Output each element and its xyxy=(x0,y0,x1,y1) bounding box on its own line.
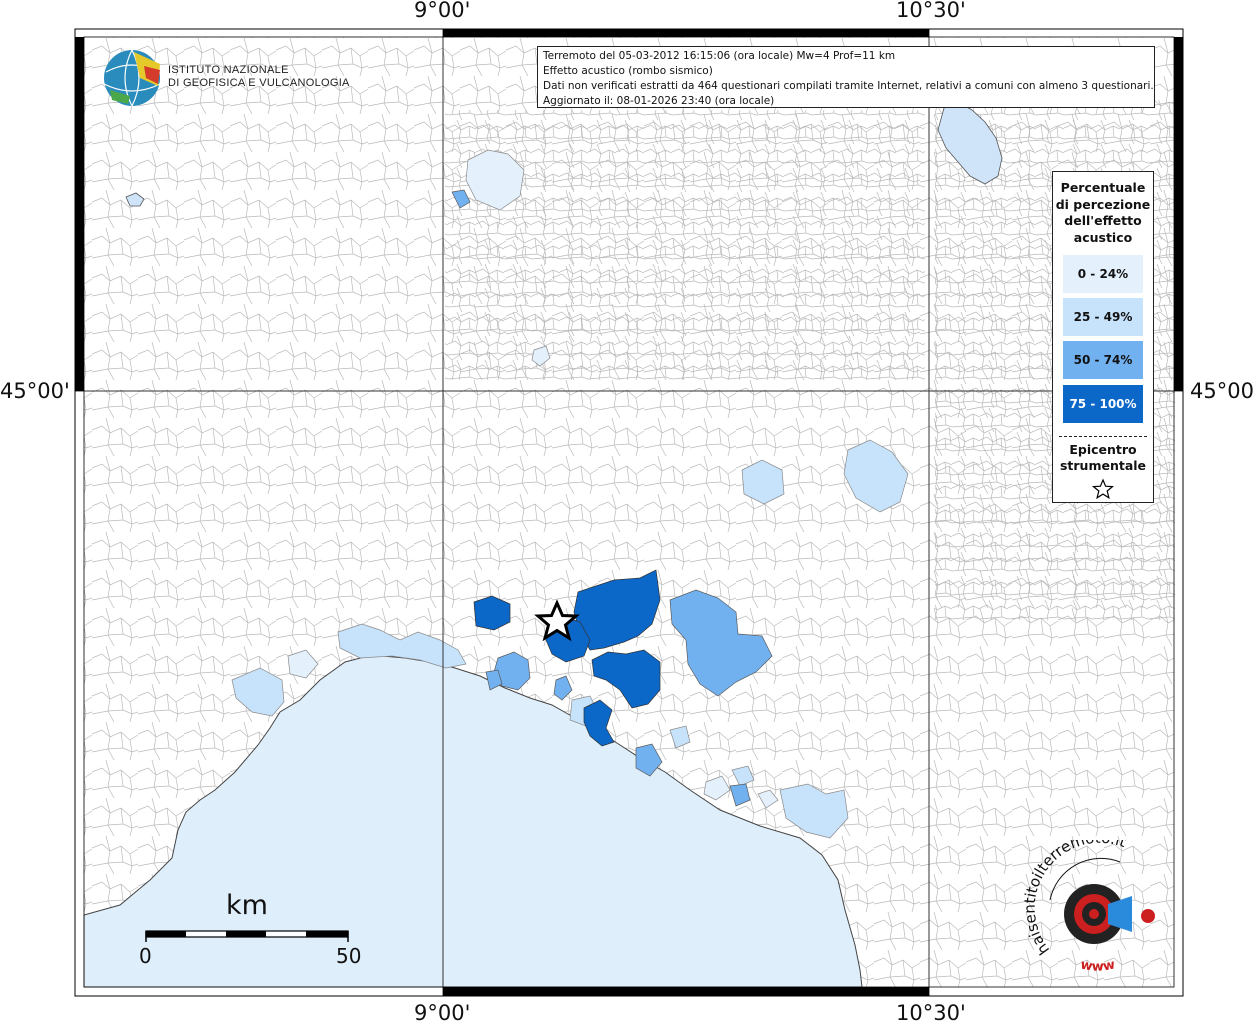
coord-top-right: 10°30' xyxy=(896,0,966,22)
coord-right-lat: 45°00' xyxy=(1190,379,1256,403)
muni-mid-1 xyxy=(843,439,909,513)
scale-min: 0 xyxy=(139,944,152,968)
muni-low-1 xyxy=(465,149,525,211)
muni-high-6 xyxy=(451,189,471,209)
legend-epi-line: strumentale xyxy=(1059,458,1147,473)
sea xyxy=(83,654,863,988)
muni-low-4 xyxy=(703,775,731,801)
legend-class-1: 0 - 24% xyxy=(1063,255,1143,293)
muni-high-5 xyxy=(553,675,573,701)
epicenter-star xyxy=(534,599,580,642)
muni-mid-6 xyxy=(779,783,849,839)
legend-class-4: 75 - 100% xyxy=(1063,385,1143,423)
legend-title-line: dell'effetto xyxy=(1064,213,1142,228)
watermark-site-path: haisentitoilterremoto.it xyxy=(1021,840,1129,958)
muni-high-4 xyxy=(729,783,751,807)
muni-mid-4 xyxy=(231,667,285,717)
legend-epicenter-label: Epicentro strumentale xyxy=(1053,442,1153,474)
muni-low-3 xyxy=(287,649,319,679)
coord-bottom-right: 10°30' xyxy=(896,1001,966,1025)
legend-class-3: 50 - 74% xyxy=(1063,341,1143,379)
muni-mid-3 xyxy=(337,623,467,669)
event-info-box: Terremoto del 05-03-2012 16:15:06 (ora l… xyxy=(537,46,1155,108)
map-frame xyxy=(74,28,1184,997)
lake-small xyxy=(125,192,145,207)
legend-star-icon xyxy=(1091,478,1115,500)
info-line-1: Terremoto del 05-03-2012 16:15:06 (ora l… xyxy=(543,50,896,62)
legend-title-line: acustico xyxy=(1073,229,1133,245)
muni-high-7 xyxy=(485,669,503,691)
muni-low-5 xyxy=(757,789,779,809)
muni-top-4 xyxy=(473,595,511,631)
muni-top-3 xyxy=(591,649,661,709)
legend-title: Percentuale di percezione dell'effetto a… xyxy=(1053,180,1153,246)
info-line-3: Dati non verificati estratti da 464 ques… xyxy=(543,80,1154,92)
muni-high-3 xyxy=(635,743,663,777)
muni-mid-7 xyxy=(731,765,755,787)
scale-unit: km xyxy=(226,890,268,921)
legend-separator xyxy=(1059,436,1147,437)
legend-title-line: Percentuale xyxy=(1060,180,1146,195)
legend-class-2: 25 - 49% xyxy=(1063,298,1143,336)
muni-mid-8 xyxy=(669,725,691,749)
info-line-4: Aggiornato il: 08-01-2026 23:40 (ora loc… xyxy=(543,95,775,107)
muni-high-1 xyxy=(669,589,773,697)
watermark-logo xyxy=(1049,857,1155,944)
scale-max: 50 xyxy=(336,944,362,968)
coord-top-left: 9°00' xyxy=(414,0,471,22)
info-line-2: Effetto acustico (rombo sismico) xyxy=(543,65,713,77)
watermark-www-text: www xyxy=(1079,957,1116,974)
muni-top-5 xyxy=(583,699,615,747)
municipal-borders-dense xyxy=(445,110,925,380)
graticule xyxy=(75,29,1183,996)
watermark-www-path: www xyxy=(1079,957,1116,974)
logo-line-2: DI GEOFISICA E VULCANOLOGIA xyxy=(168,77,350,89)
legend-title-line: di percezione xyxy=(1055,196,1151,212)
coord-bottom-left: 9°00' xyxy=(414,1001,471,1025)
ingv-logo-globe xyxy=(103,49,161,107)
muni-mid-2 xyxy=(741,459,785,505)
watermark-site-text: haisentitoilterremoto.it xyxy=(1021,840,1129,958)
ingv-logo-text: ISTITUTO NAZIONALE DI GEOFISICA E VULCAN… xyxy=(168,64,350,90)
lake-garda xyxy=(937,101,1003,185)
legend: Percentuale di percezione dell'effetto a… xyxy=(1052,171,1154,503)
coord-left-lat: 45°00' xyxy=(0,379,70,403)
scale-bar xyxy=(145,930,349,942)
legend-epi-line: Epicentro xyxy=(1069,442,1137,457)
muni-low-2 xyxy=(531,345,551,367)
logo-line-1: ISTITUTO NAZIONALE xyxy=(168,64,289,76)
watermark-text-svg: haisentitoilterremoto.it www xyxy=(1021,840,1129,975)
